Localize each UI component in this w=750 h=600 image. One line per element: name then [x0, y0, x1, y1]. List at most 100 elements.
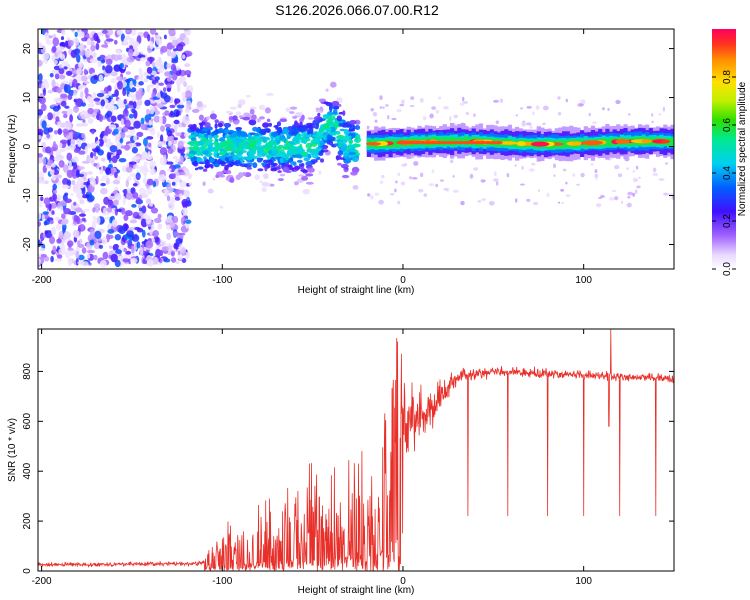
spectrogram-cell [605, 139, 610, 147]
spectrogram-cell [431, 169, 435, 174]
spectrogram-cell [150, 207, 159, 214]
spectrogram-cell [319, 142, 324, 146]
spectrogram-cell [277, 146, 282, 151]
spectrogram-cell [151, 224, 155, 231]
spectrogram-cell [67, 94, 73, 100]
spectrogram-cell [64, 40, 69, 48]
spectrogram-cell [151, 61, 156, 68]
spectrogram-cell [307, 154, 312, 159]
spectrogram-x-ticks: -200 -100 0 100 [32, 29, 592, 286]
spectrogram-cell [224, 164, 229, 171]
spectrogram-cell [256, 152, 264, 158]
spectrogram-cell [114, 171, 118, 179]
spectrogram-cell [78, 60, 83, 69]
spectrogram-cell [238, 99, 246, 106]
spectrogram-cell [378, 199, 384, 205]
spectrogram-cell [218, 142, 226, 149]
spectrogram-cell [212, 177, 216, 181]
spectrogram-cell [185, 37, 190, 45]
spectrogram-cell [60, 100, 67, 107]
spectrogram-cell [145, 215, 152, 225]
spectrogram-cell [154, 46, 161, 50]
spectrogram-cell [91, 130, 95, 135]
spectrogram-cell [652, 167, 657, 173]
spectrogram-cell [125, 71, 131, 75]
spectrogram-cell [218, 127, 224, 133]
y-tick-label: -20 [22, 237, 33, 252]
spectrogram-cell [79, 199, 85, 205]
spectrogram-cell [235, 111, 242, 116]
spectrogram-cell [515, 198, 518, 203]
spectrogram-cell [262, 159, 269, 163]
spectrogram-cell [79, 52, 85, 56]
spectrogram-cell [609, 197, 615, 201]
spectrogram-cell [129, 219, 138, 224]
spectrogram-cell [106, 29, 113, 36]
spectrogram-cell [175, 132, 182, 137]
spectrogram-cell [400, 181, 406, 186]
spectrogram-cell [70, 193, 74, 197]
spectrogram-cell [93, 74, 99, 80]
spectrogram-cell [391, 117, 397, 121]
spectrogram-cell [305, 181, 314, 185]
spectrogram-cell [177, 161, 184, 165]
spectrogram-cell [73, 148, 80, 153]
spectrogram-y-label: Frequency (Hz) [7, 115, 18, 184]
spectrogram-cell [183, 81, 188, 88]
spectrogram-cell [305, 173, 314, 177]
spectrogram-cell [473, 167, 479, 171]
spectrogram-cell [91, 178, 96, 187]
spectrogram-cell [164, 123, 172, 128]
spectrogram-cell [306, 148, 315, 152]
spectrogram-cell [161, 115, 167, 125]
snr-frame [37, 328, 675, 572]
spectrogram-cell [348, 144, 352, 148]
spectrogram-cell [325, 88, 329, 92]
spectrogram-cell [84, 49, 91, 58]
spectrogram-cell [133, 120, 141, 129]
spectrogram-cell [38, 59, 43, 67]
spectrogram-cell [57, 202, 61, 209]
spectrogram-cell [75, 250, 80, 259]
spectrogram-cell [329, 105, 333, 112]
spectrogram-cell [413, 141, 422, 145]
spectrogram-cell [170, 250, 175, 257]
spectrogram-cell [123, 37, 128, 46]
spectrogram-cell [111, 219, 118, 228]
spectrogram-cell [153, 110, 160, 116]
spectrogram-cell [212, 130, 218, 136]
spectrogram-cell [181, 91, 186, 98]
spectrogram-cell [379, 180, 384, 185]
spectrogram-cell [337, 150, 344, 156]
spectrogram-cell [171, 257, 177, 263]
spectrogram-cell [86, 143, 91, 149]
spectrogram-cell [59, 162, 64, 167]
spectrogram-cell [259, 128, 266, 135]
spectrogram-cell [186, 153, 194, 157]
spectrogram-cell [521, 165, 524, 170]
spectrogram-cell [52, 183, 57, 191]
spectrogram-cell [181, 198, 189, 207]
spectrogram-cell [166, 161, 174, 165]
spectrogram-cell [110, 115, 117, 123]
spectrogram-cell [88, 157, 94, 163]
spectrogram-cell [285, 140, 290, 145]
spectrogram-cell [110, 253, 118, 263]
spectrogram-cell [203, 156, 207, 160]
spectrogram-cell [237, 103, 242, 109]
spectrogram-cell [88, 171, 93, 175]
spectrogram-cell [168, 45, 176, 49]
spectrogram-cell [109, 245, 113, 249]
spectrogram-cell [267, 154, 271, 160]
spectrogram-cell [125, 192, 133, 200]
spectrogram-cell [580, 172, 585, 178]
spectrogram-cell [443, 105, 449, 110]
spectrogram-cell [63, 208, 71, 215]
spectrogram-cell [146, 75, 150, 79]
spectrogram-cell [38, 225, 41, 234]
spectrogram-cell [113, 54, 120, 62]
spectrogram-cell [145, 240, 154, 249]
spectrogram-cell [337, 134, 345, 139]
spectrogram-cell [146, 154, 153, 160]
spectrogram-cell [64, 192, 69, 197]
